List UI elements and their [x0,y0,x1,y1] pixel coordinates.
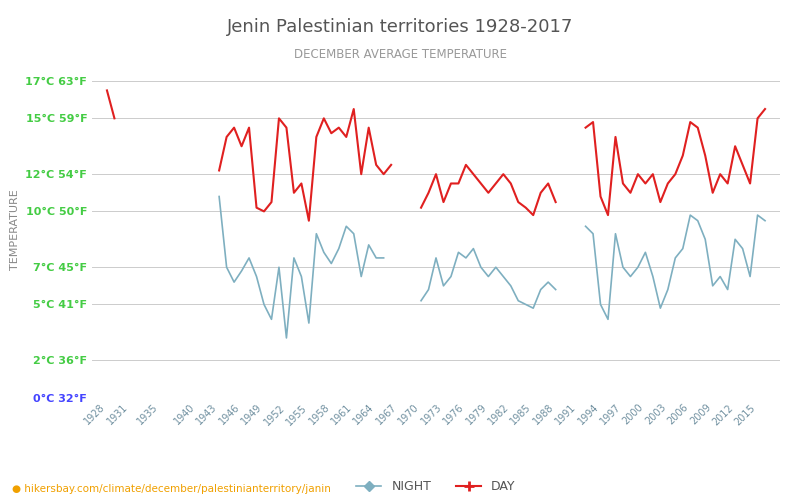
Text: DECEMBER AVERAGE TEMPERATURE: DECEMBER AVERAGE TEMPERATURE [294,48,506,60]
Legend: NIGHT, DAY: NIGHT, DAY [351,476,521,498]
Y-axis label: TEMPERATURE: TEMPERATURE [10,190,20,270]
Text: ● hikersbay.com/climate/december/palestinianterritory/janin: ● hikersbay.com/climate/december/palesti… [12,484,331,494]
Text: Jenin Palestinian territories 1928-2017: Jenin Palestinian territories 1928-2017 [227,18,573,36]
